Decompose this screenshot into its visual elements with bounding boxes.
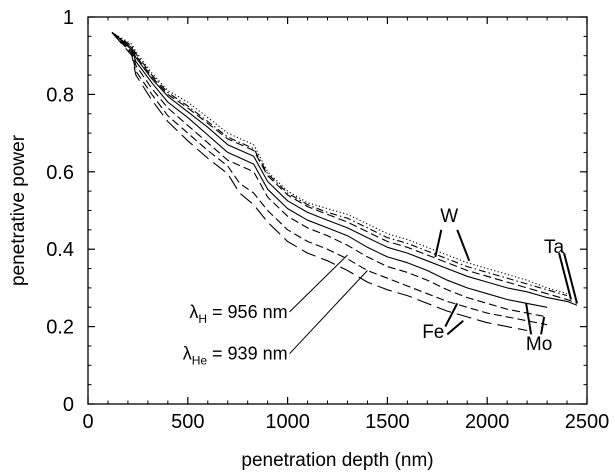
y-axis-label: penetrative power bbox=[8, 134, 29, 286]
x-tick-label-0: 0 bbox=[82, 411, 93, 433]
x-tick-label-1: 500 bbox=[171, 411, 204, 433]
annotation-leader-mo-1 bbox=[540, 316, 546, 335]
annotation-leader-w-0 bbox=[434, 229, 443, 258]
series-line-ta-he bbox=[111, 32, 578, 306]
lambda-symbol: λ bbox=[183, 344, 192, 364]
series-line-mo-he bbox=[111, 32, 548, 318]
y-tick-label-5: 1 bbox=[63, 7, 74, 29]
series-line-ta-h bbox=[111, 32, 578, 304]
annotation-leader-ta-0 bbox=[558, 252, 573, 300]
lambda-subscript: H bbox=[198, 312, 207, 326]
x-tick-label-4: 2000 bbox=[465, 411, 510, 433]
ticks bbox=[87, 16, 588, 405]
series-line-fe-h bbox=[111, 32, 548, 326]
y-tick-label-3: 0.6 bbox=[46, 162, 74, 184]
series-line-fe-he bbox=[111, 32, 528, 332]
wavelength-label-0: λH = 956 nm bbox=[189, 302, 287, 326]
x-tick-label-3: 1500 bbox=[365, 411, 410, 433]
x-tick-label-5: 2500 bbox=[565, 411, 610, 433]
wavelength-leader-1 bbox=[289, 270, 368, 355]
series-group bbox=[111, 32, 578, 332]
annotation-label-ta: Ta bbox=[544, 237, 565, 258]
annotation-label-w: W bbox=[440, 206, 458, 227]
annotation-leader-ta-1 bbox=[563, 252, 578, 304]
annotation-leader-fe-1 bbox=[446, 320, 464, 336]
x-axis-label: penetration depth (nm) bbox=[241, 450, 433, 471]
lambda-subscript: He bbox=[192, 354, 208, 368]
wavelength-leader-0 bbox=[289, 254, 348, 313]
x-tick-label-2: 1000 bbox=[265, 411, 310, 433]
lambda-value: = 956 nm bbox=[207, 302, 288, 322]
wavelength-label-1: λHe = 939 nm bbox=[183, 344, 288, 368]
annotation-leader-mo-0 bbox=[525, 303, 533, 335]
annotation-label-fe: Fe bbox=[422, 322, 444, 343]
y-tick-label-2: 0.4 bbox=[46, 239, 74, 261]
annotation-leader-w-1 bbox=[456, 229, 471, 262]
series-line-mo-h bbox=[111, 32, 548, 308]
tick-labels: 0 500 1000 1500 2000 2500 0 0.2 0.4 0.6 0.8 1 bbox=[46, 7, 609, 433]
lambda-value: = 939 nm bbox=[207, 344, 288, 364]
series-line-w-he bbox=[111, 32, 568, 297]
annotation-leader-fe-0 bbox=[444, 302, 459, 328]
y-tick-label-4: 0.8 bbox=[46, 84, 74, 106]
y-tick-label-0: 0 bbox=[63, 394, 74, 416]
annotation-label-mo: Mo bbox=[526, 334, 552, 355]
y-tick-label-1: 0.2 bbox=[46, 317, 74, 339]
lambda-symbol: λ bbox=[189, 302, 198, 322]
